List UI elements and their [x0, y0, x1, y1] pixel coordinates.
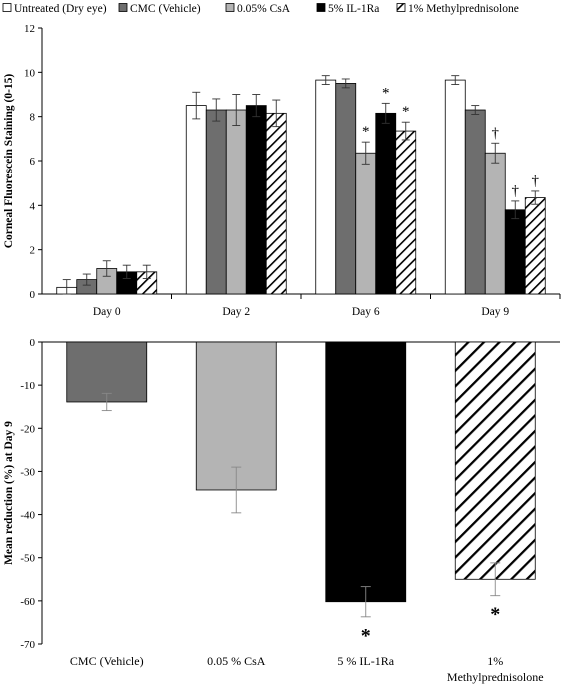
significance-marker: *: [382, 85, 390, 101]
x-tick-label: CMC (Vehicle): [70, 654, 144, 668]
x-tick-label: 5 % IL-1Ra: [337, 654, 394, 668]
bar: [315, 79, 337, 295]
significance-marker: *: [362, 124, 370, 140]
x-tick-label: Day 9: [481, 306, 509, 318]
reduction-chart: 0 -10 -20 -30 -40 -50 -60 -70 Mean reduction (%)…: [3, 337, 560, 684]
y-tick-label: -40: [20, 510, 35, 522]
legend-swatch-4: [396, 3, 406, 12]
x-tick-label: Methylprednisolone: [447, 670, 544, 684]
significance-marker: *: [361, 625, 371, 647]
bar: [464, 109, 486, 295]
y-tick-label: -30: [20, 466, 35, 478]
bar: [325, 341, 407, 603]
legend-swatch-3: [316, 3, 326, 12]
legend: Untreated (Dry eye) CMC (Vehicle) 0.05% Cs…: [2, 3, 519, 15]
legend-label-2: 0.05% CsA: [237, 3, 291, 15]
significance-marker: *: [402, 104, 410, 120]
bar: [245, 105, 267, 295]
legend-label-1: CMC (Vehicle): [130, 3, 201, 15]
x-tick-label: 1%: [487, 654, 503, 668]
bar: [444, 79, 466, 295]
significance-marker: †: [512, 183, 520, 199]
legend-swatch-0: [2, 3, 12, 12]
bar: [225, 109, 247, 295]
y-axis-title: Corneal Fluorescein Staining (0-15): [3, 74, 15, 249]
significance-marker: †: [532, 173, 540, 189]
y-tick-label: 8: [30, 112, 36, 124]
y-tick-label: -60: [20, 596, 35, 608]
legend-swatch-2: [225, 3, 235, 12]
y-tick-label: -20: [20, 423, 35, 435]
y-tick-label: 2: [30, 245, 36, 257]
y-tick-label: -50: [20, 553, 35, 565]
y-tick-label: 6: [30, 156, 36, 168]
y-tick-label: 10: [24, 67, 36, 79]
y-tick-label: 12: [24, 23, 35, 35]
legend-label-0: Untreated (Dry eye): [14, 3, 107, 15]
y-tick-label: 4: [30, 200, 36, 212]
bar: [195, 341, 277, 491]
staining-chart: 0 2 4 6 8 10 12 Corneal Fluorescein Staining (0…: [3, 23, 561, 318]
significance-marker: †: [492, 125, 500, 141]
x-tick-label: Day 2: [222, 306, 250, 318]
significance-marker: *: [490, 604, 500, 626]
y-tick-label: 0: [30, 337, 36, 349]
bar: [265, 112, 287, 295]
bar: [355, 152, 377, 295]
y-axis-title: Mean reduction (%) at Day 9: [3, 421, 15, 565]
x-tick-label: 0.05 % CsA: [207, 654, 266, 668]
bar: [454, 341, 536, 580]
y-tick-label: -70: [20, 639, 35, 651]
y-tick-label: 0: [30, 289, 36, 301]
bar: [205, 109, 227, 295]
legend-swatch-1: [118, 3, 128, 12]
bar: [335, 83, 357, 295]
x-tick-label: Day 6: [352, 306, 380, 318]
bar: [375, 112, 397, 295]
legend-label-3: 5% IL-1Ra: [328, 3, 379, 15]
x-tick-label: Day 0: [93, 306, 121, 318]
bar: [395, 130, 417, 295]
legend-label-4: 1% Methylprednisolone: [408, 3, 519, 15]
bar: [504, 209, 526, 295]
bar: [66, 341, 148, 403]
bar: [185, 105, 207, 295]
bar: [484, 152, 506, 295]
y-tick-label: -10: [20, 380, 35, 392]
bar: [524, 197, 546, 295]
